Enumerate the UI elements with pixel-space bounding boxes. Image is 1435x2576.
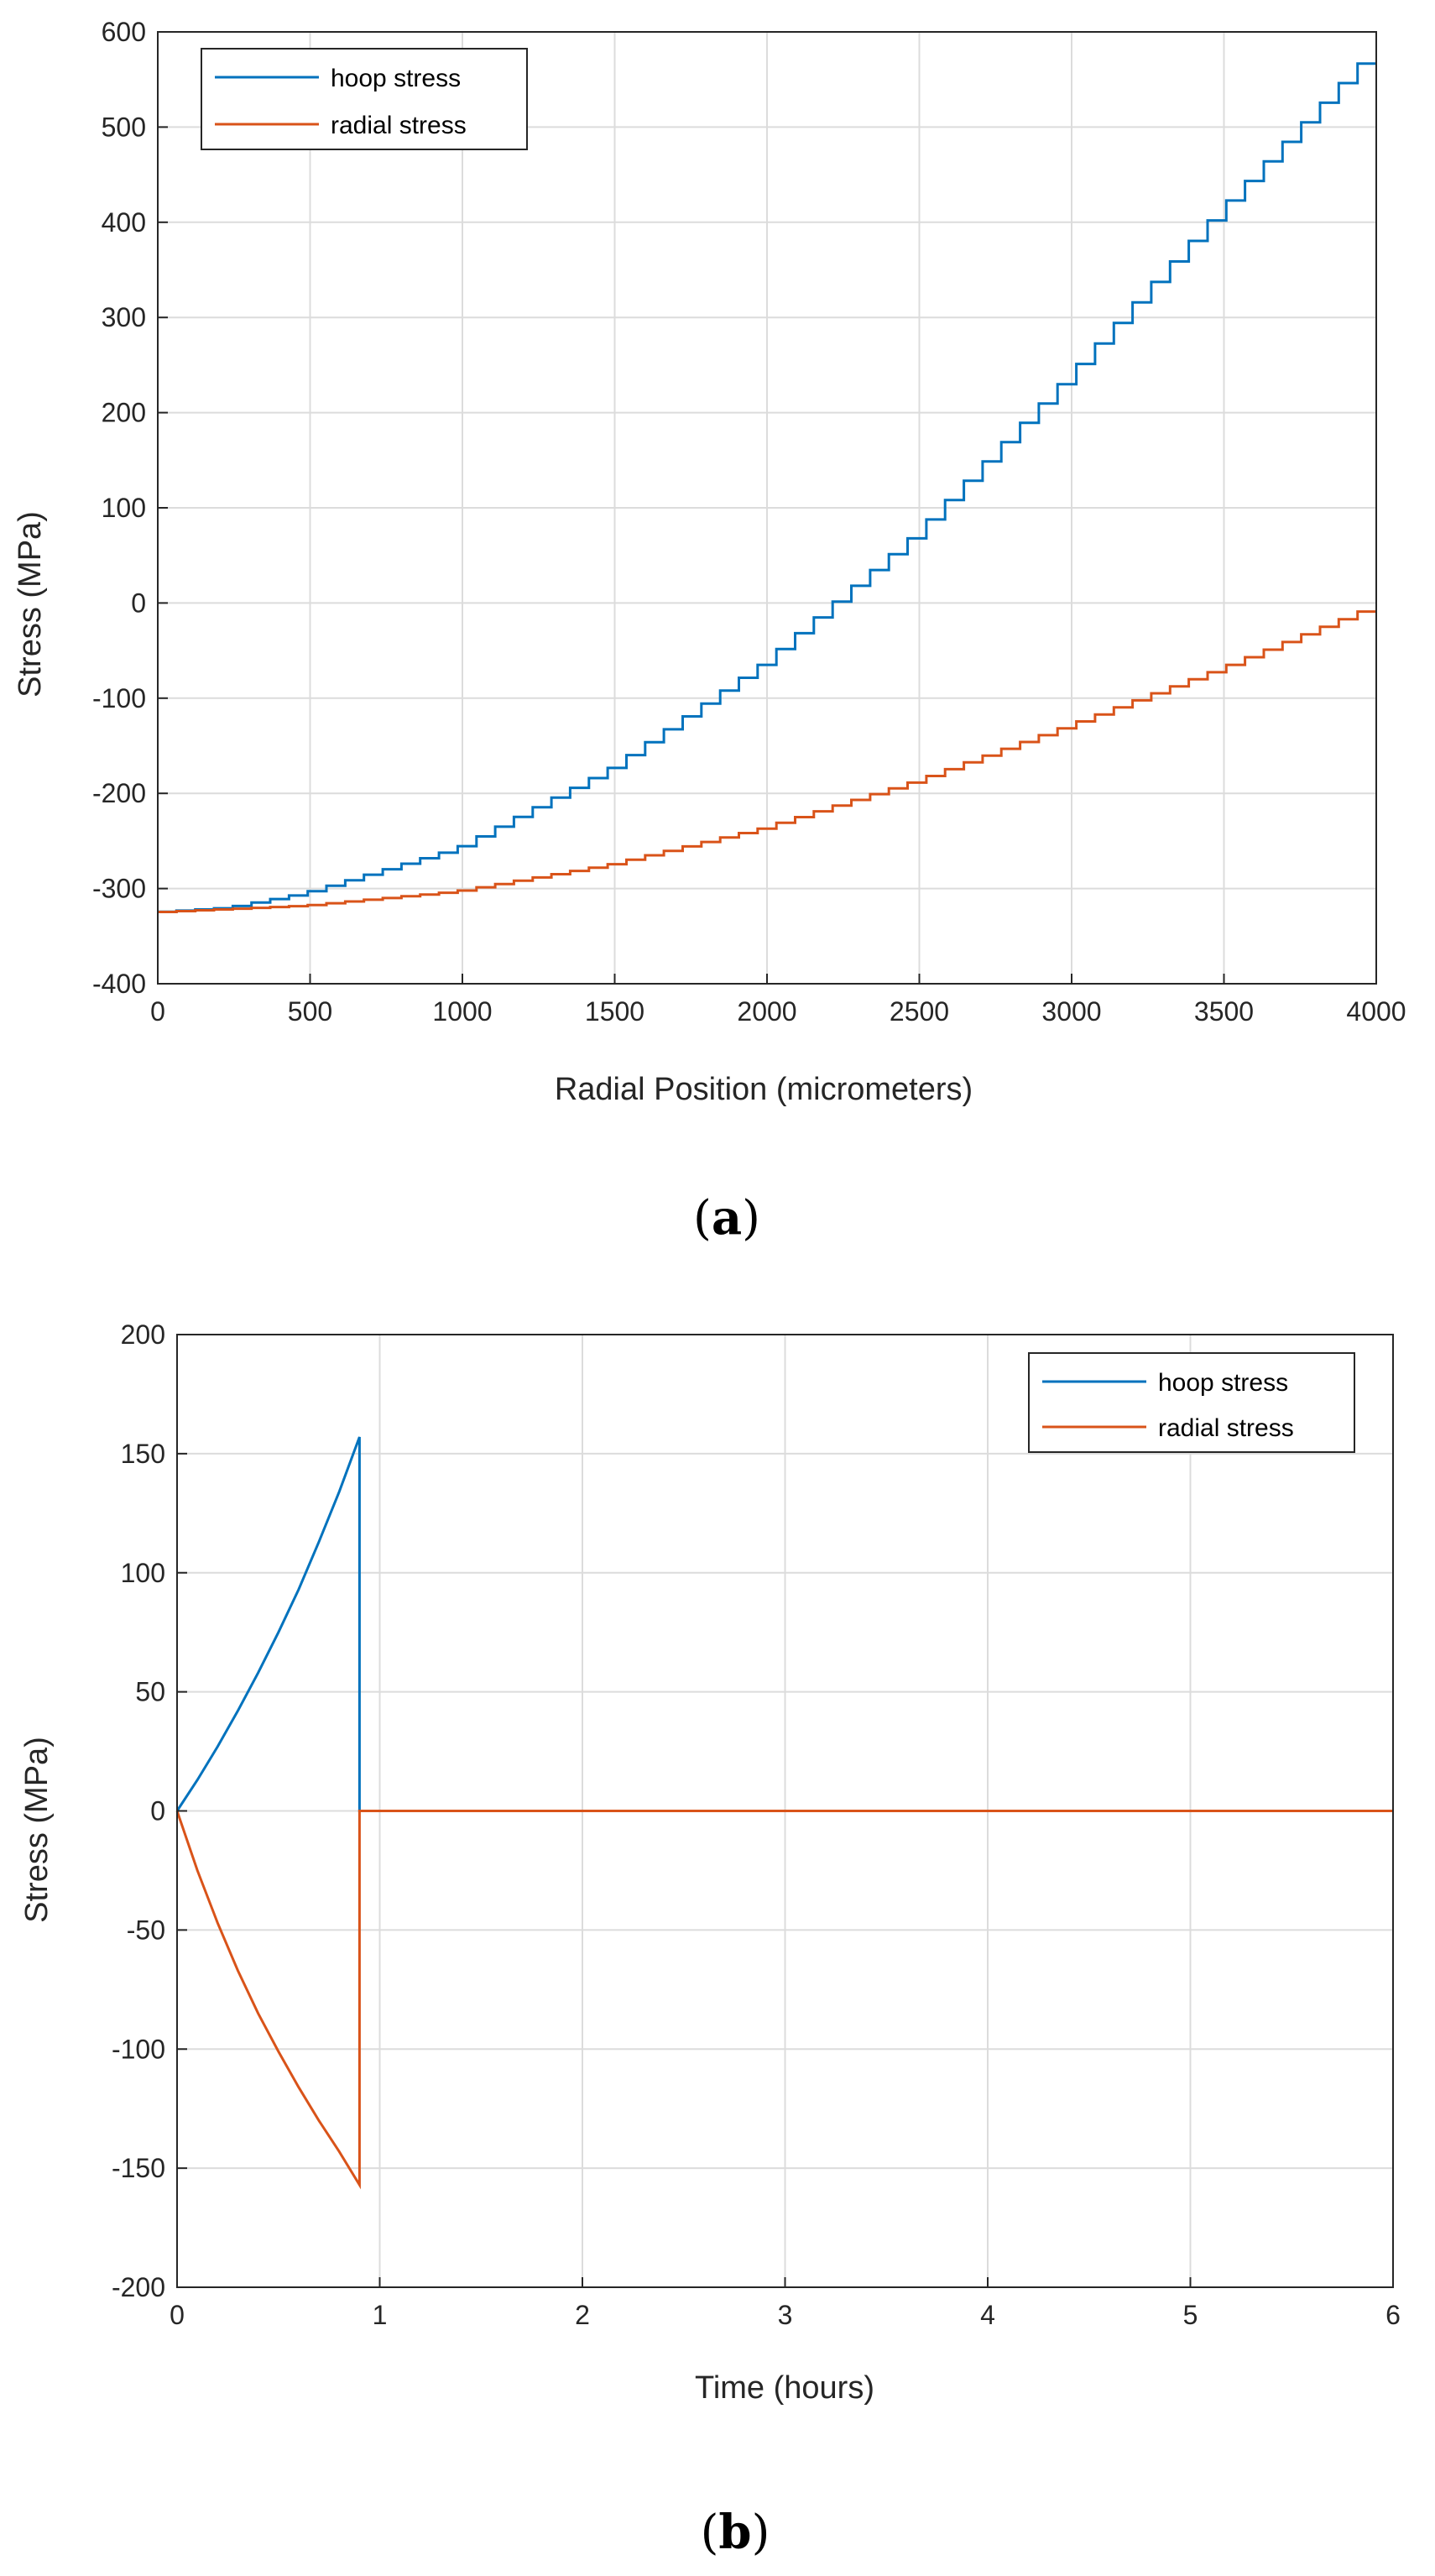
- y-tick-label: -150: [112, 2153, 165, 2183]
- panel-a: 0 500 1000 1500 2000 2500 3000 3500 4000-400-300…: [13, 17, 1406, 1246]
- y-axis-label-a: Stress (MPa): [13, 511, 48, 698]
- y-tick-label: 400: [102, 207, 146, 238]
- y-tick-label: 500: [102, 112, 146, 142]
- caption-a-close: ): [742, 1191, 760, 1246]
- ticks-a: 0 500 1000 1500 2000 2500 3000 3500 4000-400-300…: [92, 17, 1406, 1027]
- y-tick-label: 100: [102, 493, 146, 523]
- x-tick-label: 1: [373, 2300, 388, 2330]
- panel-b: 0 1 2 3 4 5 6 -200 -150 -100 -50 0 50 100 150 200 Time …: [19, 1319, 1401, 2560]
- x-tick-label: 3500: [1194, 996, 1254, 1027]
- y-tick-label: 0: [131, 588, 146, 618]
- x-tick-label: 2000: [737, 996, 796, 1027]
- legend-a: hoop stress radial stress: [201, 48, 528, 150]
- y-tick-label: 100: [121, 1558, 165, 1588]
- y-tick-label: -300: [92, 874, 146, 904]
- series-line-radial-stress: [158, 610, 1376, 913]
- y-tick-label: -50: [127, 1915, 165, 1945]
- y-tick-label: 200: [121, 1319, 165, 1350]
- x-tick-label: 2: [575, 2300, 590, 2330]
- x-tick-label: 4000: [1346, 996, 1406, 1027]
- x-axis-label-b: Time (hours): [695, 2370, 874, 2406]
- y-tick-label: 150: [121, 1439, 165, 1469]
- y-tick-label: 200: [102, 398, 146, 428]
- caption-a-letter: a: [712, 1190, 742, 1246]
- legend-label-hoop-a: hoop stress: [331, 65, 461, 92]
- caption-b-close: ): [752, 2505, 770, 2560]
- y-axis-label-b: Stress (MPa): [19, 1737, 55, 1923]
- caption-b: (b): [701, 2505, 770, 2560]
- ticks-b: 0 1 2 3 4 5 6 -200 -150 -100 -50 0 50 100 150 200: [112, 1319, 1401, 2330]
- x-tick-label: 1500: [585, 996, 644, 1027]
- series-layer-b: [175, 1436, 1393, 2190]
- x-axis-label-a: Radial Position (micrometers): [555, 1072, 973, 1107]
- y-tick-label: 50: [135, 1677, 165, 1707]
- legend-b: hoop stress radial stress: [1028, 1352, 1355, 1453]
- legend-label-hoop-b: hoop stress: [1158, 1369, 1288, 1397]
- caption-a: (a): [693, 1190, 760, 1246]
- x-tick-label: 0: [170, 2300, 185, 2330]
- series-line-radial-stress: [175, 1810, 1393, 2190]
- y-tick-label: -400: [92, 969, 146, 999]
- x-tick-label: 5: [1183, 2300, 1198, 2330]
- y-tick-label: 0: [150, 1796, 165, 1826]
- y-tick-label: 600: [102, 17, 146, 47]
- x-tick-label: 4: [980, 2300, 995, 2330]
- legend-label-radial-a: radial stress: [331, 112, 467, 139]
- x-tick-label: 6: [1385, 2300, 1401, 2330]
- x-tick-label: 3: [778, 2300, 793, 2330]
- grid-a: [157, 31, 1377, 985]
- y-tick-label: -100: [92, 683, 146, 713]
- x-tick-label: 3000: [1041, 996, 1101, 1027]
- legend-box-a: [201, 48, 528, 150]
- x-tick-label: 0: [150, 996, 165, 1027]
- y-tick-label: -100: [112, 2034, 165, 2064]
- y-tick-label: -200: [92, 778, 146, 808]
- series-line-hoop-stress: [158, 62, 1376, 913]
- y-tick-label: -200: [112, 2272, 165, 2302]
- series-line-hoop-stress: [175, 1436, 1393, 1812]
- series-layer-a: [158, 62, 1376, 913]
- caption-a-open: (: [693, 1191, 712, 1246]
- x-tick-label: 1000: [432, 996, 492, 1027]
- y-tick-label: 300: [102, 302, 146, 332]
- x-tick-label: 2500: [890, 996, 949, 1027]
- legend-label-radial-b: radial stress: [1158, 1414, 1294, 1442]
- caption-b-open: (: [701, 2505, 719, 2560]
- caption-b-letter: b: [718, 2505, 751, 2560]
- legend-box-b: [1028, 1352, 1355, 1453]
- x-tick-label: 500: [288, 996, 332, 1027]
